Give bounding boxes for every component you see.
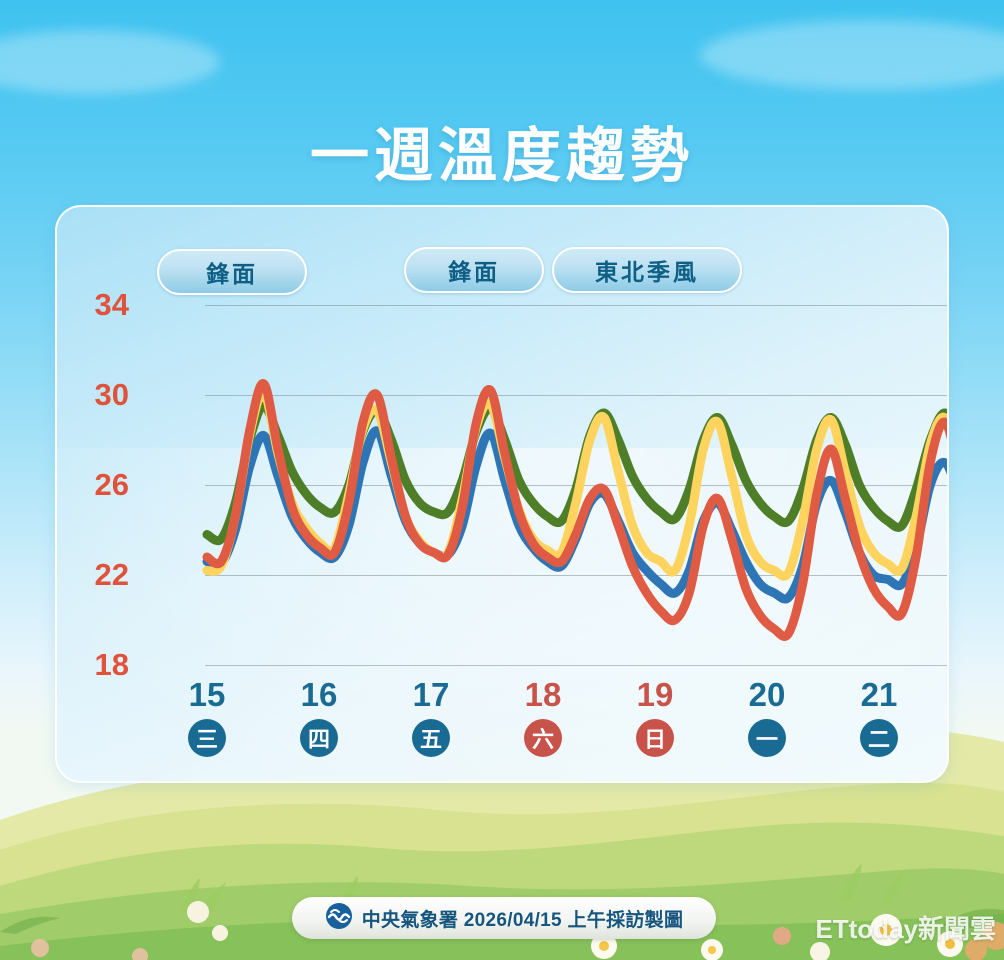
meadow-scenery (0, 700, 1004, 960)
weekday-badge: 日 (636, 719, 674, 757)
series-line-臺北 (202, 379, 947, 641)
y-axis-label-22: 22 (94, 557, 129, 592)
date-number: 20 (748, 676, 786, 713)
date-column-16[interactable]: 16 四 (274, 677, 364, 757)
date-column-15[interactable]: 15 三 (162, 677, 252, 757)
footer-agency-text: 中央氣象署 2026/04/15 上午採訪製圖 (361, 909, 684, 931)
weekday-badge: 一 (748, 719, 786, 757)
date-column-21[interactable]: 21 二 (834, 677, 924, 757)
flower-decoration (31, 901, 963, 960)
date-column-17[interactable]: 17 五 (386, 677, 476, 757)
gridline-34 (205, 305, 947, 306)
hills-illustration (0, 728, 1004, 960)
date-column-19[interactable]: 19 日 (610, 677, 700, 757)
condition-pill-northeast-monsoon[interactable]: 東北季風 (552, 247, 742, 293)
date-number: 16 (300, 676, 338, 713)
chart-panel: 鋒面 鋒面 東北季風 34 30 26 22 18 臺中 高雄 花蓮 臺北 15… (55, 205, 949, 783)
weekday-badge: 六 (524, 719, 562, 757)
gridline-18 (205, 665, 947, 666)
cloud-decoration (0, 30, 220, 94)
y-axis-label-26: 26 (94, 467, 129, 502)
date-number: 21 (860, 676, 898, 713)
weekday-badge: 五 (412, 719, 450, 757)
y-axis-label-34: 34 (94, 287, 129, 322)
weekday-badge: 二 (860, 719, 898, 757)
y-axis-label-30: 30 (94, 377, 129, 412)
date-number: 19 (636, 676, 674, 713)
temperature-line-chart (202, 379, 947, 641)
condition-pill-front-1[interactable]: 鋒面 (157, 249, 307, 295)
ettoday-watermark: ETtoday新聞雲 (815, 914, 996, 944)
weekday-badge: 四 (300, 719, 338, 757)
date-number: 18 (524, 676, 562, 713)
date-number: 17 (412, 676, 450, 713)
gridline-30 (205, 395, 947, 396)
date-column-18[interactable]: 18 六 (498, 677, 588, 757)
condition-pill-front-2[interactable]: 鋒面 (404, 247, 544, 293)
source-footer: 中央氣象署 2026/04/15 上午採訪製圖 (292, 897, 716, 939)
gridline-22 (205, 575, 947, 576)
cloud-decoration (700, 20, 1004, 90)
cwa-wave-logo-icon (325, 902, 353, 935)
date-number: 15 (188, 676, 226, 713)
date-column-20[interactable]: 20 一 (722, 677, 812, 757)
weekday-badge: 三 (188, 719, 226, 757)
page-title: 一週溫度趨勢 (309, 123, 694, 189)
y-axis-label-18: 18 (94, 647, 129, 682)
